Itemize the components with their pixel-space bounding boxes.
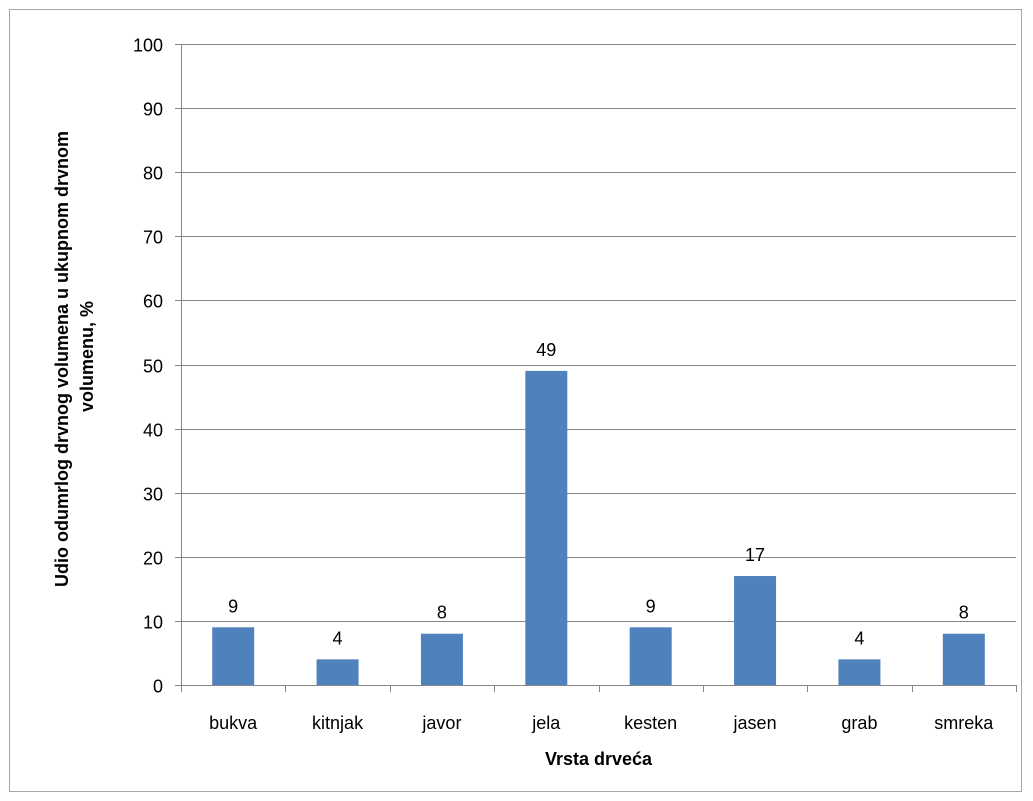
x-tick-label: jela [531, 713, 561, 733]
data-label: 49 [536, 340, 556, 360]
y-axis-label-line-1: Udio odumrlog drvnog volumena u ukupnom … [52, 131, 72, 587]
y-tick-label: 60 [143, 292, 163, 312]
axes [175, 44, 1017, 692]
y-tick-label: 30 [143, 485, 163, 505]
y-tick-label: 90 [143, 100, 163, 120]
y-tick-label: 80 [143, 164, 163, 184]
data-label: 9 [646, 596, 656, 616]
y-tick-label: 20 [143, 549, 163, 569]
x-tick-labels: bukva kitnjak javor jela kesten jasen grab smre… [209, 713, 994, 733]
data-label: 17 [745, 545, 765, 565]
gridlines [181, 44, 1016, 622]
bar-grab [838, 659, 881, 685]
data-labels: 9 4 8 49 9 17 4 8 [228, 340, 969, 648]
bar-kesten [629, 627, 672, 685]
data-label: 8 [959, 603, 969, 623]
y-axis-label: Udio odumrlog drvnog volumena u ukupnom … [52, 126, 97, 587]
y-tick-label: 10 [143, 613, 163, 633]
y-tick-label: 40 [143, 421, 163, 441]
bar-jasen [734, 576, 777, 685]
data-label: 4 [333, 628, 343, 648]
bar-smreka [942, 633, 985, 685]
bars [212, 370, 985, 685]
bar-bukva [212, 627, 255, 685]
y-tick-label: 0 [153, 677, 163, 697]
x-axis-label: Vrsta drveća [545, 749, 653, 769]
data-label: 8 [437, 603, 447, 623]
x-tick-label: grab [841, 713, 877, 733]
y-tick-label: 100 [133, 36, 163, 56]
y-axis-label-line-2: volumenu, % [77, 301, 97, 412]
x-tick-label: javor [421, 713, 461, 733]
bar-javor [420, 633, 463, 685]
y-tick-labels: 0 10 20 30 40 50 60 70 80 90 100 [133, 36, 163, 697]
bar-jela [525, 370, 568, 685]
data-label: 4 [854, 628, 864, 648]
bar-kitnjak [316, 659, 359, 685]
x-tick-label: bukva [209, 713, 258, 733]
x-tick-label: jasen [733, 713, 777, 733]
y-tick-label: 70 [143, 228, 163, 248]
x-tick-label: kitnjak [312, 713, 364, 733]
x-tick-label: smreka [934, 713, 994, 733]
y-tick-label: 50 [143, 357, 163, 377]
data-label: 9 [228, 596, 238, 616]
x-tick-label: kesten [624, 713, 677, 733]
